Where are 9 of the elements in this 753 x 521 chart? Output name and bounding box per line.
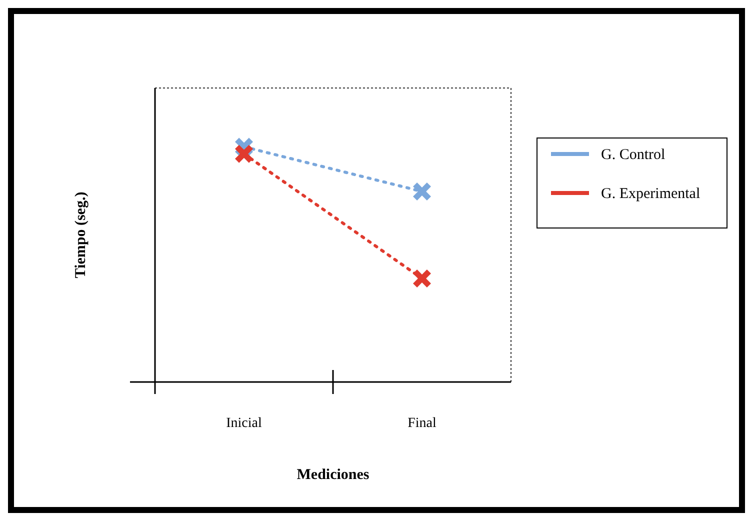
x-tick-label: Inicial: [226, 416, 262, 431]
point: [413, 270, 431, 288]
x-axis-title: Mediciones: [296, 467, 370, 483]
point: [413, 182, 431, 200]
legend-label: G. Control: [601, 147, 666, 163]
y-axis-title: Tiempo (seg.): [73, 192, 89, 278]
legend-label: G. Experimental: [601, 186, 700, 202]
x-tick-label: Final: [408, 416, 436, 431]
point: [235, 144, 253, 163]
